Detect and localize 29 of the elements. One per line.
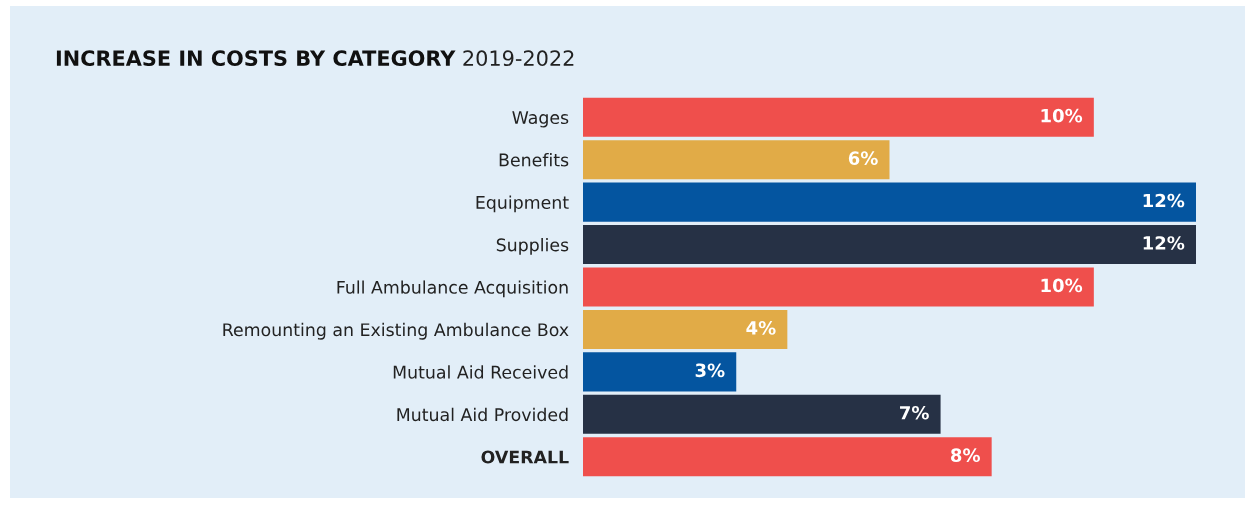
y-tick-label: Wages [512,111,569,128]
bar [583,437,992,477]
data-label: 3% [695,363,725,378]
data-label: 7% [900,405,929,420]
bar [583,352,737,392]
bar [583,182,1196,222]
y-tick-label: Remounting an Existing Ambulance Box [223,322,569,340]
data-label: 10% [1041,278,1083,293]
y-tick-label: Benefits [499,153,569,167]
data-label: 6% [848,151,878,165]
bar [583,267,1094,307]
y-tick-label: Equipment [476,195,569,213]
data-label: 10% [1041,108,1083,123]
data-label: 12% [1143,193,1185,208]
data-label: 12% [1143,236,1185,250]
bar [583,225,1196,265]
bar [583,140,890,180]
bar [583,394,941,434]
bar [583,97,1094,137]
text: INCREASE IN COSTS BY CATEGORY [56,50,456,67]
y-tick-label: Supplies [496,237,569,255]
y-tick-label: Full Ambulance Acquisition [337,280,568,298]
chart-subtitle: 2019-2022 [463,50,574,67]
y-tick-label: Mutual Aid Provided [397,407,568,422]
y-tick-label: Mutual Aid Received [393,365,568,379]
y-tick-label: OVERALL [481,450,569,464]
data-label: 4% [746,321,776,335]
bar [583,309,788,349]
data-label: 8% [951,448,980,463]
